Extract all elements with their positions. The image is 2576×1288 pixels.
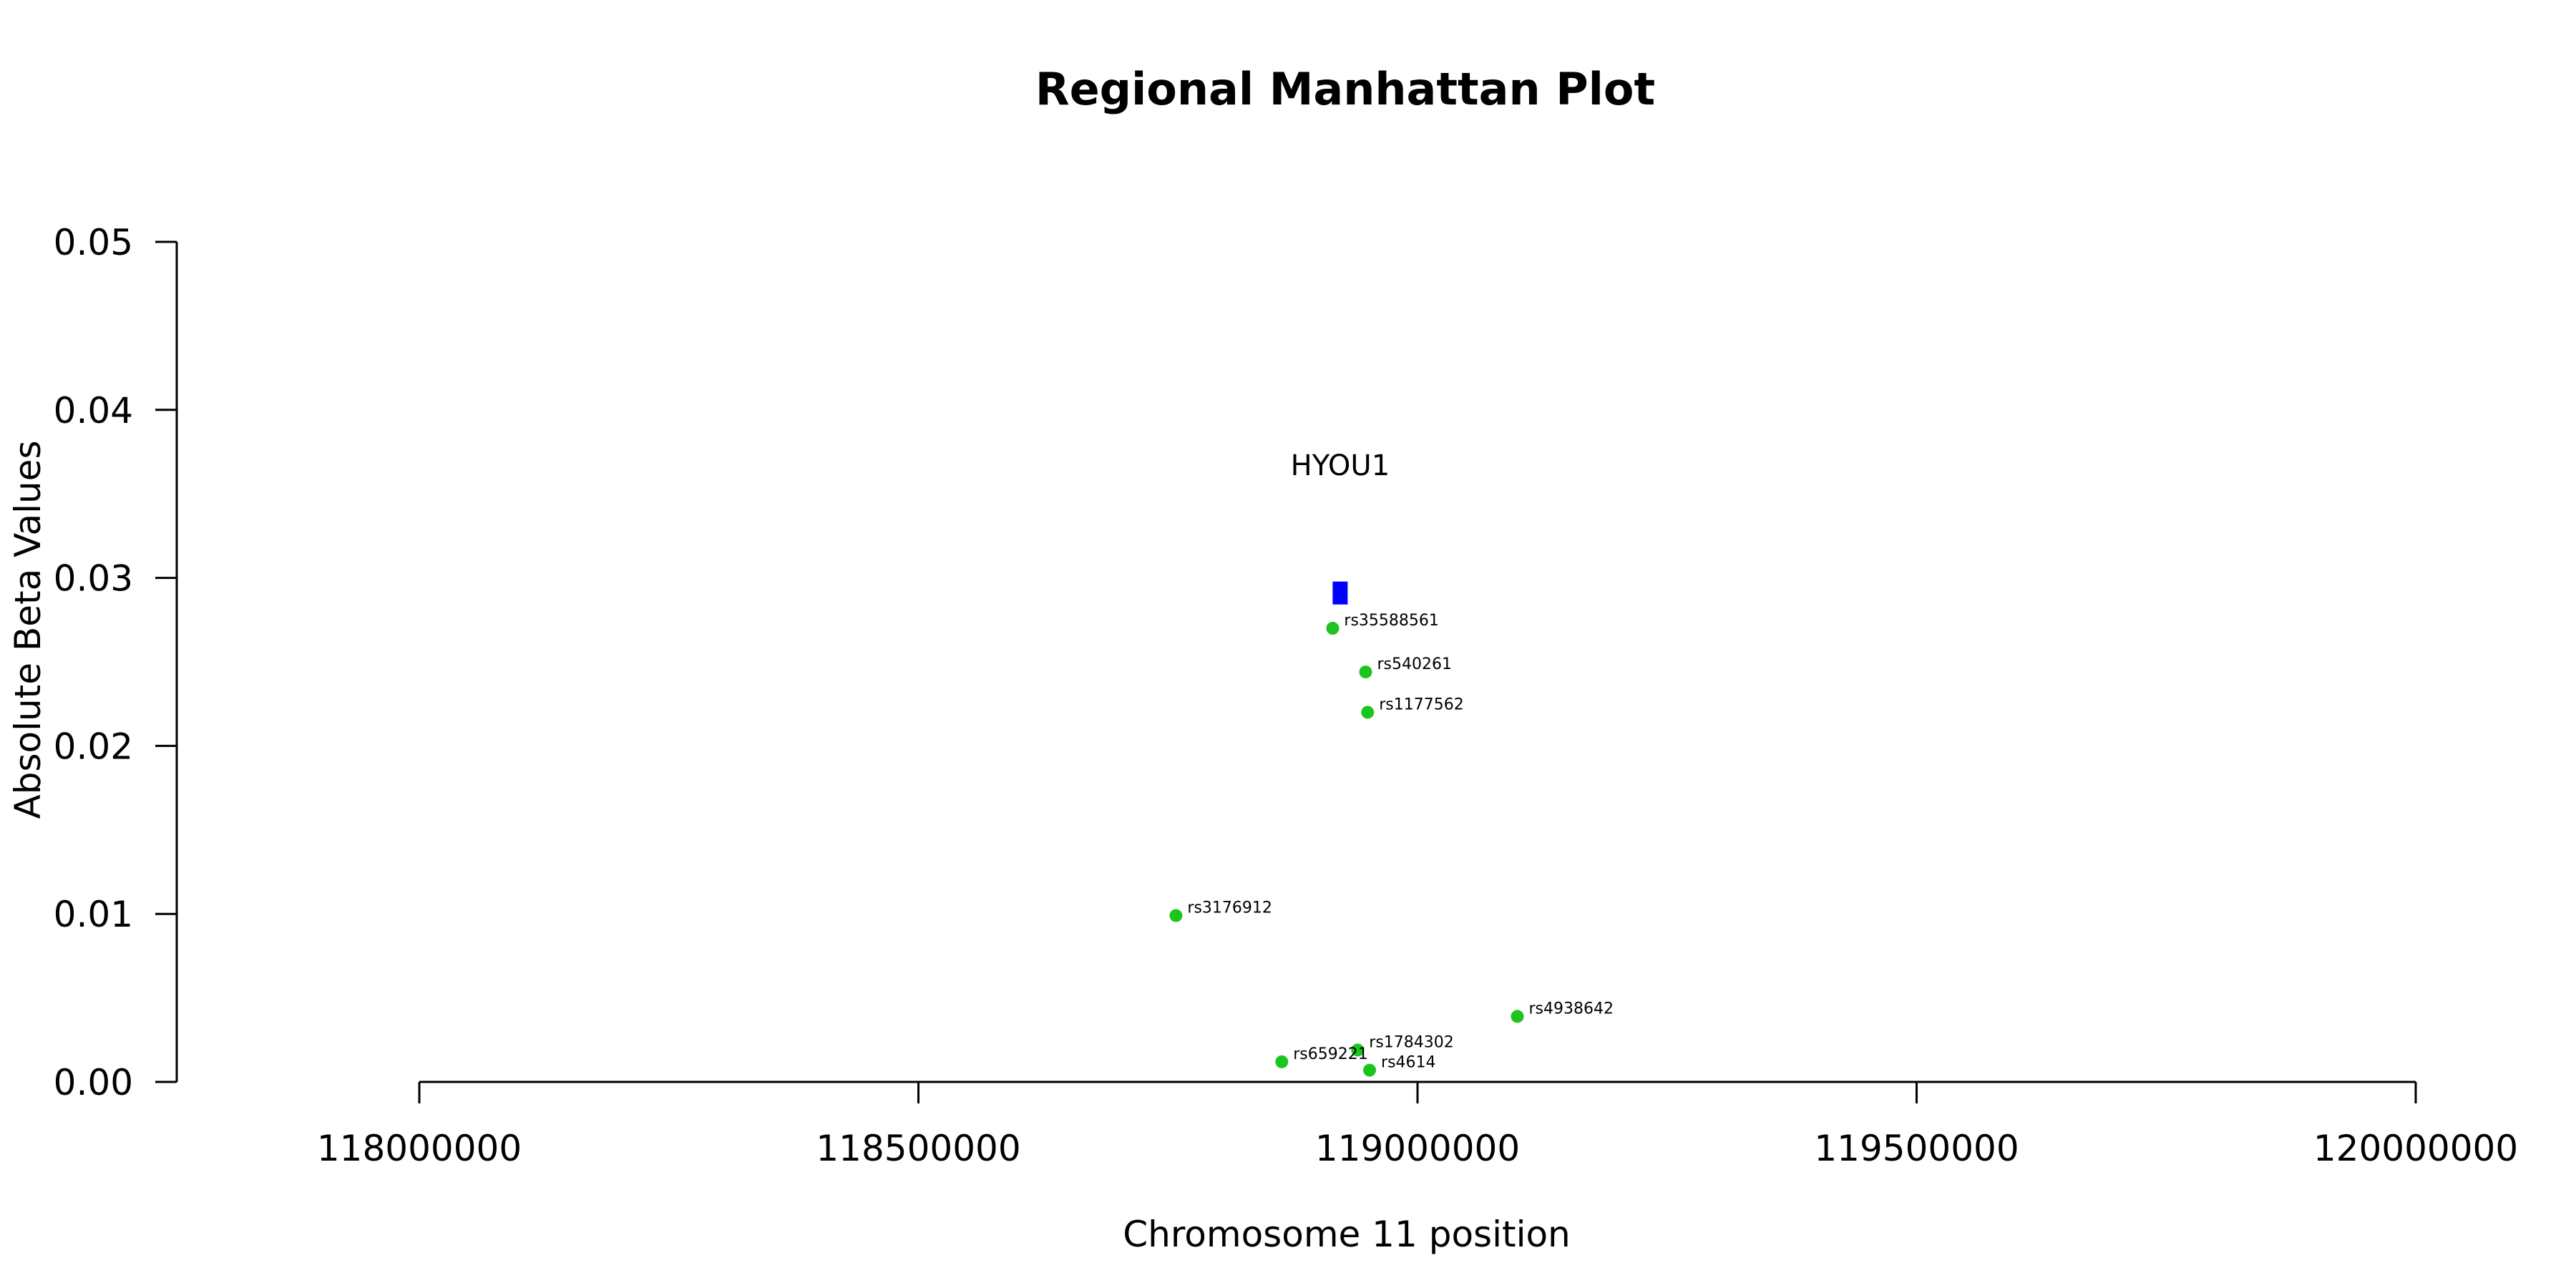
gene-block — [1332, 581, 1348, 605]
x-tick-label: 119000000 — [1315, 1128, 1520, 1169]
gene-track: HYOU1 — [1291, 449, 1390, 605]
snp-label: rs540261 — [1377, 655, 1452, 673]
snp-point — [1511, 1010, 1524, 1023]
y-tick-label: 0.00 — [54, 1062, 133, 1103]
snp-point — [1275, 1055, 1289, 1068]
y-tick-label: 0.03 — [54, 558, 133, 600]
snp-label: rs659221 — [1293, 1045, 1368, 1063]
snp-point — [1361, 706, 1375, 719]
x-tick-label: 120000000 — [2313, 1128, 2518, 1169]
snp-label: rs1177562 — [1379, 696, 1464, 713]
snp-points: rs35588561 rs540261 rs1177562 rs3176912 rs49… — [1169, 612, 1614, 1077]
x-axis-ticks: 118000000 118500000 119000000 119500000 1200… — [317, 1082, 2518, 1169]
x-axis-label: Chromosome 11 position — [1123, 1214, 1571, 1255]
snp-point — [1326, 622, 1340, 635]
snp-label: rs35588561 — [1344, 612, 1438, 630]
x-tick-label: 118000000 — [317, 1128, 522, 1169]
chart-title: Regional Manhattan Plot — [1035, 63, 1655, 115]
x-tick-label: 119500000 — [1814, 1128, 2019, 1169]
snp-point — [1363, 1063, 1377, 1077]
snp-point — [1169, 909, 1183, 922]
gene-label: HYOU1 — [1291, 449, 1390, 482]
y-axis-label: Absolute Beta Values — [7, 441, 49, 819]
snp-label: rs3176912 — [1187, 899, 1272, 917]
snp-label: rs4614 — [1381, 1054, 1436, 1072]
y-tick-label: 0.05 — [54, 222, 133, 263]
y-tick-label: 0.04 — [54, 390, 133, 431]
y-tick-label: 0.01 — [54, 894, 133, 935]
snp-label: rs4938642 — [1529, 1000, 1614, 1018]
snp-point — [1351, 1043, 1365, 1057]
y-tick-label: 0.02 — [54, 726, 133, 767]
snp-label: rs1784302 — [1369, 1033, 1454, 1051]
y-axis-ticks: 0.00 0.01 0.02 0.03 0.04 0.05 — [54, 222, 177, 1103]
x-tick-label: 118500000 — [816, 1128, 1020, 1169]
snp-point — [1359, 665, 1372, 679]
